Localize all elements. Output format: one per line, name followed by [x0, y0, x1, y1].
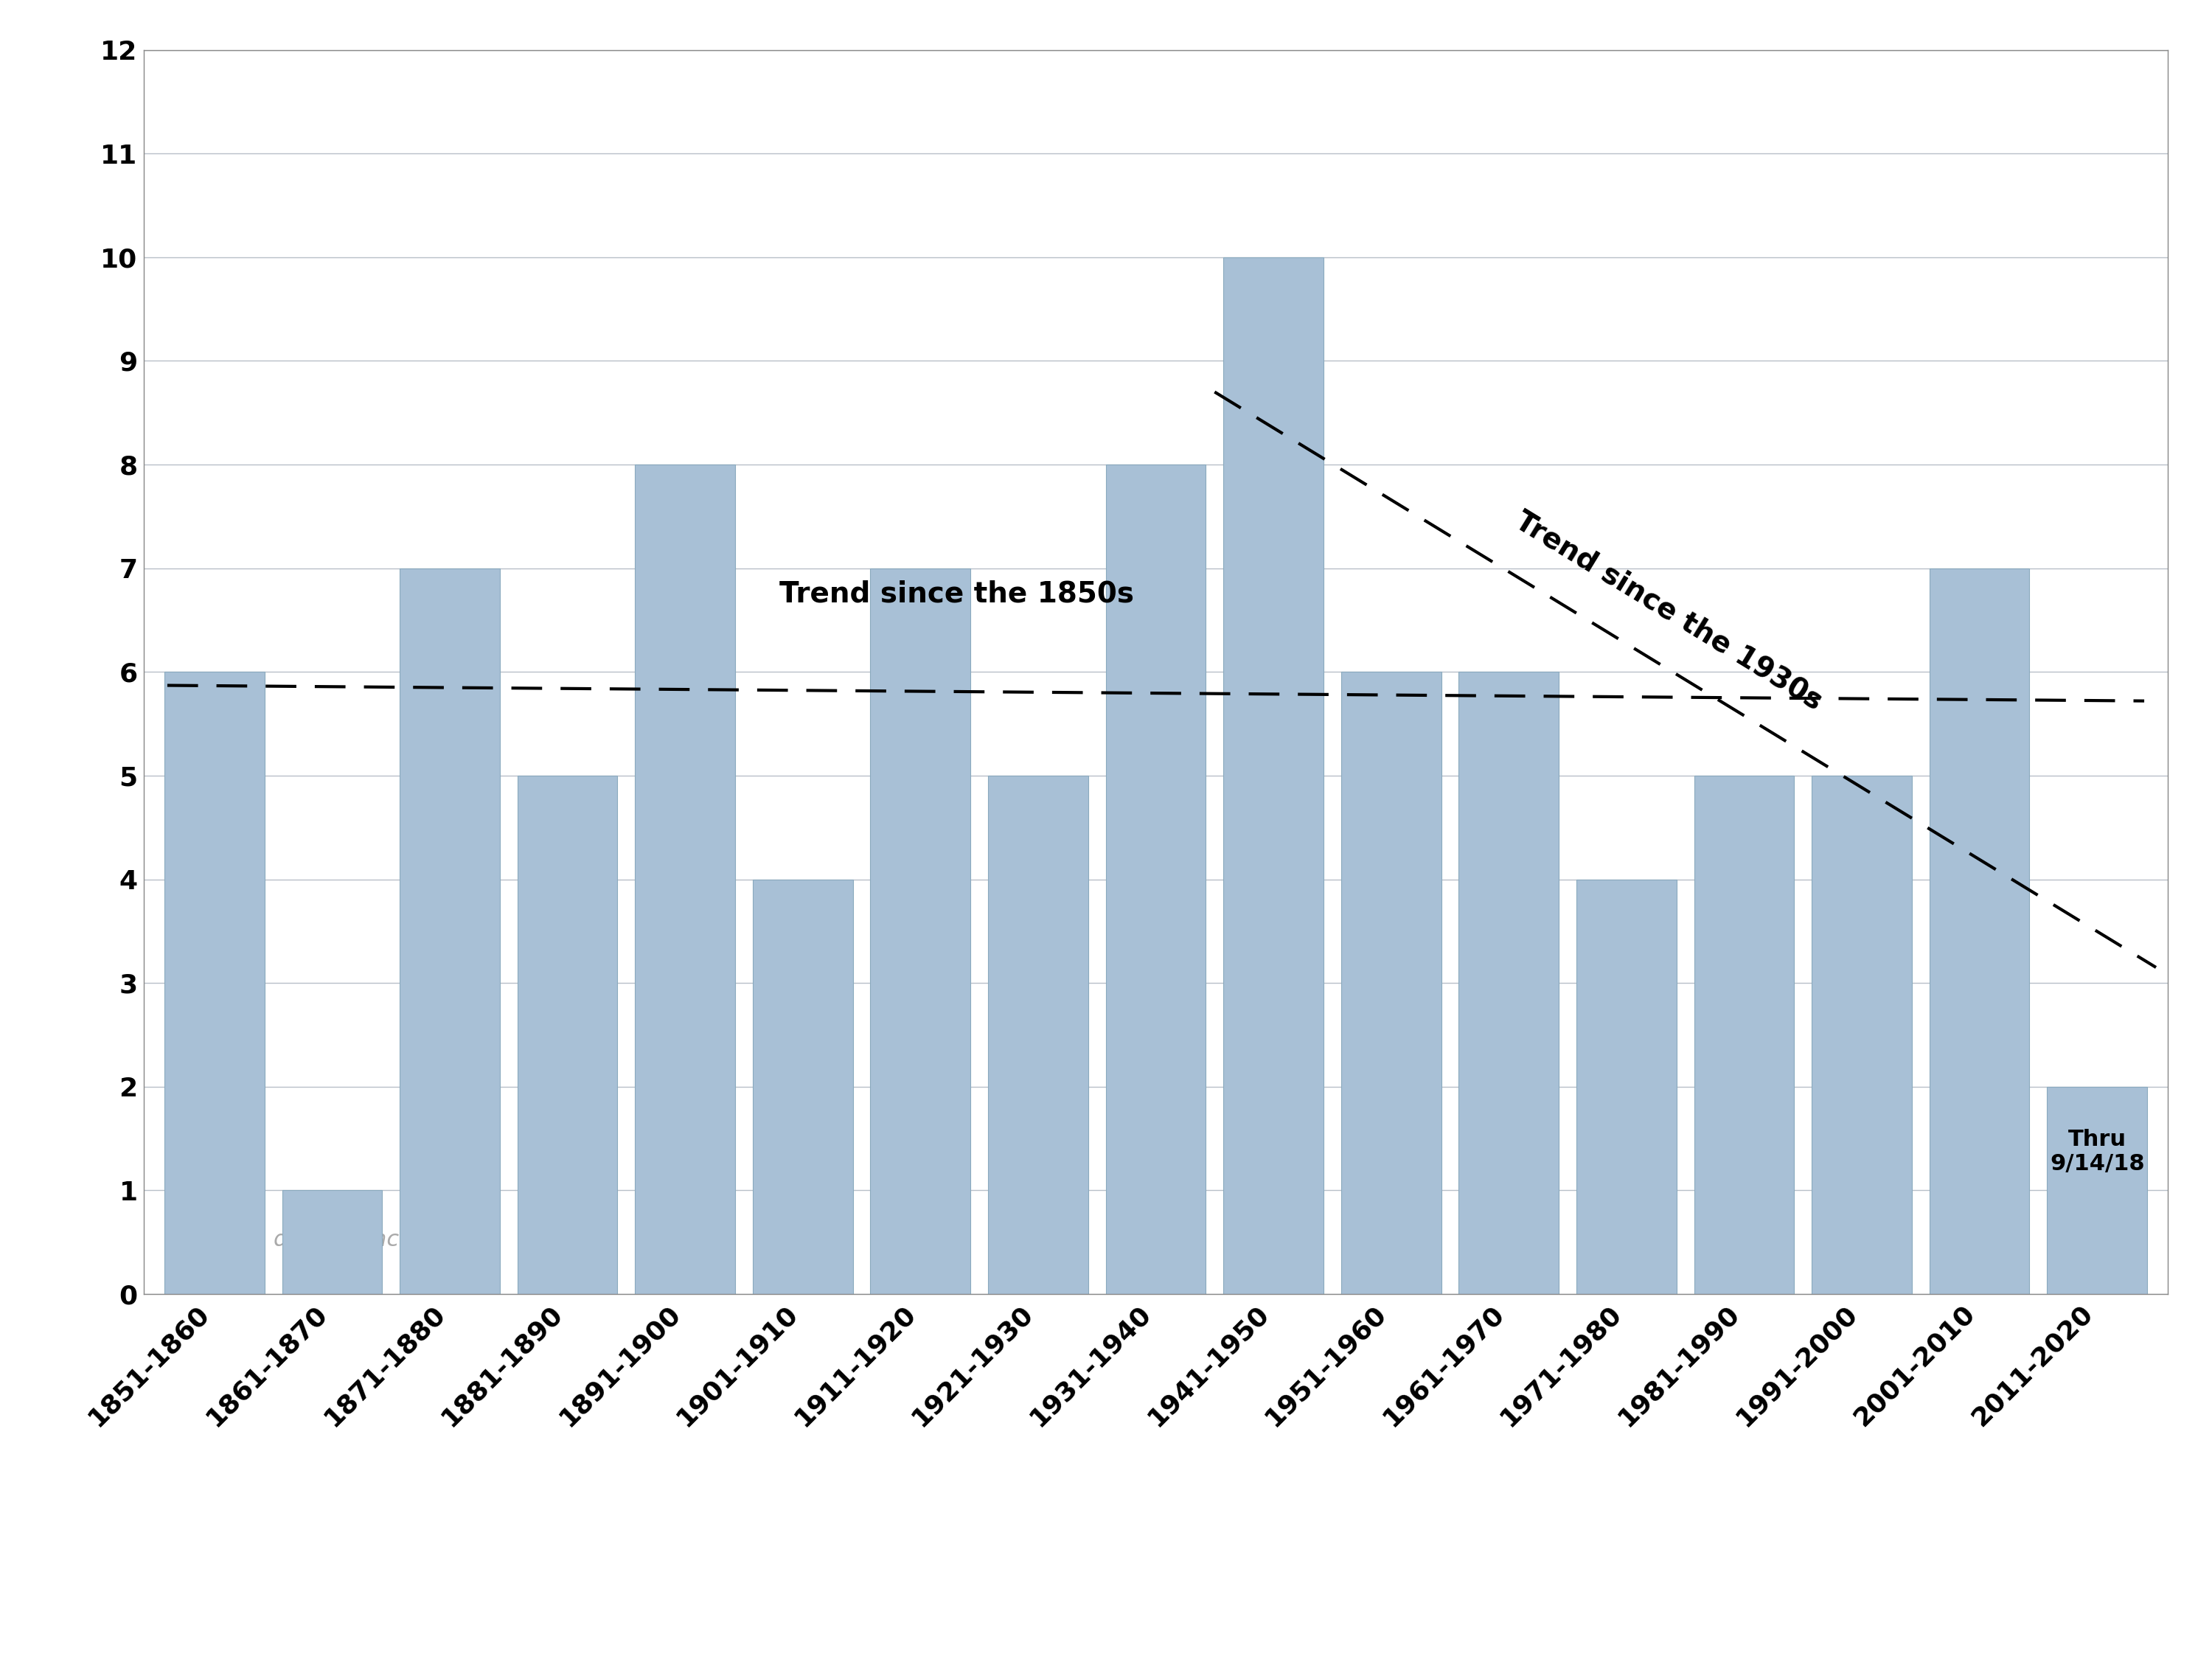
Bar [1106, 465, 1206, 1294]
Bar [283, 1191, 383, 1294]
Bar [635, 465, 734, 1294]
Bar [1577, 879, 1677, 1294]
Bar [869, 567, 971, 1294]
Text: drroyspencer.com: drroyspencer.com [274, 1229, 476, 1251]
Bar [1929, 567, 2028, 1294]
Bar [164, 672, 265, 1294]
Bar [1223, 257, 1323, 1294]
Bar [518, 776, 617, 1294]
Bar [2046, 1087, 2148, 1294]
Text: Trend since the 1930s: Trend since the 1930s [1511, 506, 1827, 715]
Text: Thru
9/14/18: Thru 9/14/18 [2051, 1128, 2146, 1175]
Bar [1812, 776, 1911, 1294]
Bar [400, 567, 500, 1294]
Bar [1458, 672, 1559, 1294]
Bar [989, 776, 1088, 1294]
Bar [1340, 672, 1442, 1294]
Bar [752, 879, 854, 1294]
Bar [1694, 776, 1794, 1294]
Text: Trend since the 1850s: Trend since the 1850s [779, 579, 1135, 607]
